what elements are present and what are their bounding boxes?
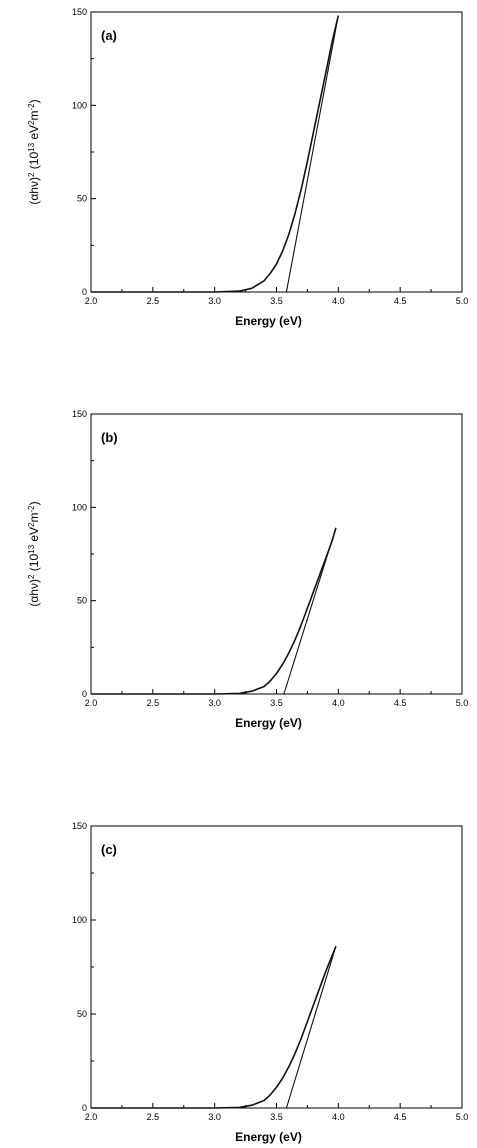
panel-a-x-tick-label: 5.0 xyxy=(456,296,469,306)
panel-a-x-tick-label: 3.5 xyxy=(270,296,283,306)
panel-c-x-tick-label: 2.0 xyxy=(85,1112,98,1122)
panel-b-x-tick-label: 5.0 xyxy=(456,698,469,708)
panel-b-y-axis-label-part: (10 xyxy=(27,554,41,575)
panel-c-x-tick-label: 4.0 xyxy=(332,1112,345,1122)
panel-b-y-axis-label-part: 2 xyxy=(27,522,36,527)
panel-a-x-tick-label: 4.5 xyxy=(394,296,407,306)
panel-c-x-tick-label: 3.5 xyxy=(270,1112,283,1122)
panel-a-x-tick-label: 2.5 xyxy=(147,296,160,306)
panel-b-y-axis-label-part: 2 xyxy=(27,574,36,579)
panel-a-x-tick-label: 3.0 xyxy=(208,296,221,306)
panel-a-fit-line xyxy=(285,15,339,293)
panel-b-y-axis-label-part: -2 xyxy=(27,505,36,513)
panel-b-y-axis-label-part: (αhν) xyxy=(27,579,41,607)
panel-a-y-tick-label: 150 xyxy=(72,7,87,17)
panel-b-x-tick-label: 2.0 xyxy=(85,698,98,708)
panel-a-y-axis-label-part: 13 xyxy=(27,142,36,151)
panel-a-y-axis-label-part: 2 xyxy=(27,172,36,177)
panel-c-y-tick-label: 150 xyxy=(72,821,87,831)
panel-c-x-tick-label: 2.5 xyxy=(147,1112,160,1122)
panel-a-y-tick-label: 0 xyxy=(82,287,87,297)
panel-b-x-tick-label: 4.0 xyxy=(332,698,345,708)
panel-a-y-axis-label: (αhν)2 (1013 eV2m-2) xyxy=(27,99,42,204)
panel-b-plot-frame xyxy=(90,413,463,695)
panel-c-y-tick-label: 50 xyxy=(77,1009,87,1019)
panel-a-y-axis-label-part: -2 xyxy=(27,103,36,111)
panel-b-x-tick-label: 2.5 xyxy=(147,698,160,708)
panel-c-x-tick-label: 4.5 xyxy=(394,1112,407,1122)
panel-b-y-axis-label-part: 13 xyxy=(27,544,36,553)
panel-c-plot-frame xyxy=(90,825,463,1109)
panel-a-y-tick-label: 50 xyxy=(77,194,87,204)
panel-c-fit-line xyxy=(285,946,337,1109)
panel-a-y-axis-label-part: m xyxy=(27,111,41,121)
panel-b-x-tick-label: 3.0 xyxy=(208,698,221,708)
panel-a-y-axis-label-part: eV xyxy=(27,125,41,143)
panel-b-y-tick-label: 50 xyxy=(77,596,87,606)
panel-a-data-curve xyxy=(91,15,340,293)
panel-b-y-tick-label: 150 xyxy=(72,409,87,419)
panel-b-x-tick-label: 3.5 xyxy=(270,698,283,708)
panel-b-y-axis-label-part: eV xyxy=(27,527,41,545)
panel-b-y-axis-label-part: ) xyxy=(27,501,41,505)
panel-c-x-tick-label: 5.0 xyxy=(456,1112,469,1122)
panel-a-plot-frame xyxy=(90,11,463,293)
panel-a-x-axis-label: Energy (eV) xyxy=(235,314,302,328)
panel-c-data-curve xyxy=(91,946,337,1109)
panel-c-x-tick-label: 3.0 xyxy=(208,1112,221,1122)
panel-a-y-axis-label-part: (10 xyxy=(27,152,41,173)
panel-b-y-axis-label: (αhν)2 (1013 eV2m-2) xyxy=(27,501,42,606)
panel-b-panel-label: (b) xyxy=(101,430,118,445)
panel-b-y-axis-label-part: m xyxy=(27,513,41,523)
panel-a-y-tick-label: 100 xyxy=(72,100,87,110)
panel-a-x-tick-label: 2.0 xyxy=(85,296,98,306)
panel-b-x-tick-label: 4.5 xyxy=(394,698,407,708)
panel-a-y-axis-label-part: (αhν) xyxy=(27,177,41,205)
panel-a-y-axis-label-part: ) xyxy=(27,99,41,103)
panel-b-data-curve xyxy=(91,527,337,695)
panel-b-y-tick-label: 100 xyxy=(72,502,87,512)
panel-c-panel-label: (c) xyxy=(101,842,117,857)
panel-b-x-axis-label: Energy (eV) xyxy=(235,716,302,730)
panel-a-y-axis-label-part: 2 xyxy=(27,120,36,125)
panel-c-y-tick-label: 0 xyxy=(82,1103,87,1113)
panel-b-fit-line xyxy=(283,527,337,695)
panel-c-y-tick-label: 100 xyxy=(72,915,87,925)
panel-c-x-axis-label: Energy (eV) xyxy=(235,1130,302,1144)
panel-b-y-tick-label: 0 xyxy=(82,689,87,699)
panel-a-x-tick-label: 4.0 xyxy=(332,296,345,306)
panel-a-panel-label: (a) xyxy=(101,28,117,43)
